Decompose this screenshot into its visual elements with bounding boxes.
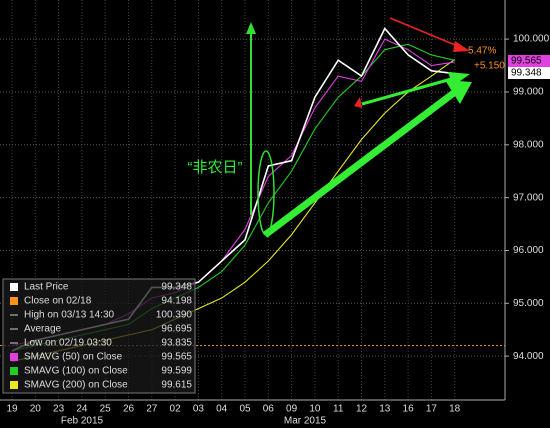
x-tick-label: 04: [216, 404, 228, 415]
x-tick-label: 18: [449, 404, 461, 415]
legend-value: 93.835: [161, 338, 192, 349]
x-tick-label: 09: [286, 404, 298, 415]
legend: Last Price 99.348 Close on 02/18 94.198 High…: [10, 282, 192, 391]
arrow-head: [445, 80, 472, 104]
arrow: [361, 76, 456, 106]
highlight-ellipse: [257, 150, 275, 236]
x-tick-label: 16: [403, 404, 415, 415]
legend-swatch: [10, 283, 18, 291]
legend-label: Last Price: [24, 282, 69, 293]
x-tick-label: 11: [333, 404, 344, 415]
legend-swatch: [10, 353, 18, 361]
legend-label: Average: [24, 324, 62, 335]
annotations: “非农日”: [188, 17, 472, 238]
y-tick-label: 95.000: [513, 298, 544, 309]
legend-label: SMAVG (100) on Close: [24, 366, 128, 377]
arrow-head: [246, 22, 256, 34]
x-tick-label: 06: [263, 404, 275, 415]
legend-swatch: [10, 297, 18, 305]
x-tick-label: 03: [193, 404, 205, 415]
price-tag: [508, 55, 550, 67]
price-tag-label: 99.348: [511, 68, 542, 79]
legend-swatch: [10, 367, 18, 375]
legend-label: SMAVG (50) on Close: [24, 352, 123, 363]
legend-label: Low on 02/19 03:30: [24, 338, 112, 349]
x-tick-label: 12: [356, 404, 368, 415]
legend-label: High on 03/13 14:30: [24, 310, 115, 321]
price-tag: [508, 67, 550, 79]
change-label: +5.150: [474, 61, 505, 72]
x-tick-label: 23: [53, 404, 65, 415]
legend-box: [2, 278, 196, 394]
x-tick-label: 26: [123, 404, 135, 415]
price-tag-label: 99.565: [511, 56, 542, 67]
x-tick-label: 05: [239, 404, 251, 415]
y-tick-label: 100.000: [513, 34, 550, 45]
x-group-label: Mar 2015: [284, 416, 327, 427]
x-tick-label: 02: [170, 404, 182, 415]
legend-swatch: [10, 381, 18, 389]
arrow: [389, 17, 461, 48]
arrow-head: [448, 72, 470, 86]
legend-value: 99.615: [161, 380, 192, 391]
legend-value: 99.565: [161, 352, 192, 363]
legend-value: 99.348: [161, 282, 192, 293]
x-tick-label: 13: [379, 404, 391, 415]
legend-label: SMAVG (200) on Close: [24, 380, 128, 391]
x-group-label: Feb 2015: [61, 416, 104, 427]
y-tick-label: 98.000: [513, 139, 544, 150]
x-tick-label: 24: [76, 404, 88, 415]
x-tick-label: 25: [100, 404, 112, 415]
x-tick-label: 27: [146, 404, 158, 415]
legend-value: 94.198: [161, 296, 192, 307]
x-tick-label: 20: [30, 404, 42, 415]
legend-value: 99.599: [161, 366, 192, 377]
annotation: “非农日”: [188, 159, 243, 176]
x-tick-label: 19: [6, 404, 18, 415]
change-label: 5.47%: [468, 46, 496, 57]
legend-value: 96.695: [161, 324, 192, 335]
x-tick-label: 17: [426, 404, 438, 415]
arrow-head: [453, 41, 470, 52]
y-tick-label: 96.000: [513, 245, 544, 256]
y-tick-label: 94.000: [513, 351, 544, 362]
legend-label: Close on 02/18: [24, 296, 92, 307]
y-tick-label: 99.000: [513, 87, 544, 98]
y-tick-label: 97.000: [513, 192, 544, 203]
arrow: [262, 89, 458, 238]
arrow-head: [354, 97, 362, 108]
x-tick-label: 10: [309, 404, 321, 415]
legend-value: 100.390: [156, 310, 193, 321]
